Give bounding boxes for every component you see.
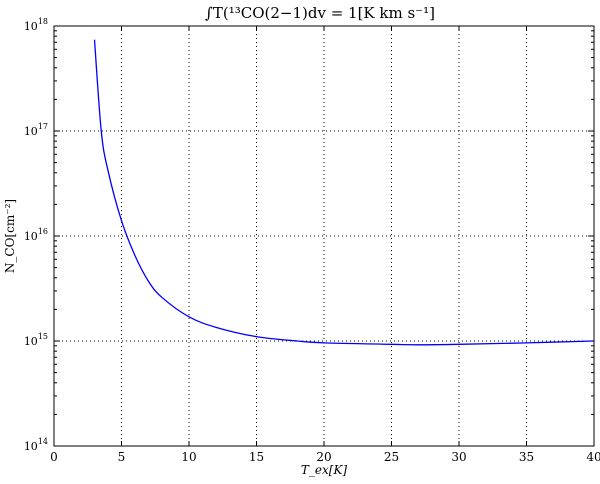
x-tick-label: 0 [50, 450, 58, 464]
x-tick-label: 15 [249, 450, 264, 464]
x-tick-label: 35 [519, 450, 534, 464]
series [93, 39, 595, 346]
x-tick-label: 10 [181, 450, 196, 464]
y-tick-label: 1016 [24, 227, 48, 243]
y-axis-label: N_CO[cm⁻²] [3, 199, 17, 273]
plot-frame [53, 25, 595, 447]
y-tick-label: 1015 [24, 332, 48, 348]
y-tick-label: 1014 [24, 437, 48, 453]
x-tick-label: 5 [118, 450, 126, 464]
grid [54, 26, 594, 446]
y-tick-label: 1018 [24, 17, 48, 33]
x-tick-label: 30 [451, 450, 466, 464]
series-line [93, 39, 595, 346]
chart-title: ∫T(¹³CO(2−1)dv = 1[K km s⁻¹] [205, 4, 435, 22]
x-tick-label: 20 [316, 450, 331, 464]
y-tick-label: 1017 [24, 122, 48, 138]
x-axis-label: T_ex[K] [301, 463, 348, 477]
x-tick-label: 25 [384, 450, 399, 464]
x-tick-label: 40 [586, 450, 600, 464]
